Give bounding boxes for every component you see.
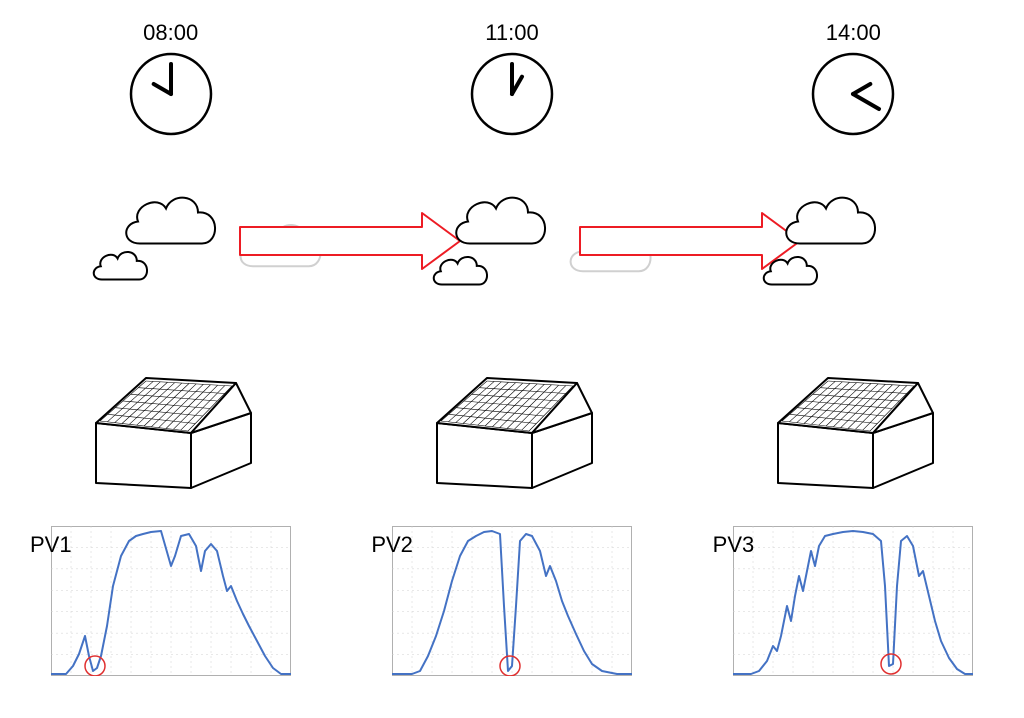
cloud-icon [786,197,875,243]
chart-label: PV1 [30,532,72,558]
house-icon [417,343,607,493]
cloud-icon [456,197,545,243]
clock-cell-0: 08:00 [20,20,321,161]
cloud-icon [94,251,147,279]
house-icon [758,343,948,493]
house-cell-1 [361,343,662,516]
cloud-icon [126,197,215,243]
house-cell-2 [703,343,1004,516]
cloud-icon [434,256,487,284]
pv-chart-2: PV3 [703,526,1004,699]
time-label: 08:00 [20,20,321,46]
house-cell-0 [20,343,321,516]
clock-cell-1: 11:00 [361,20,662,161]
time-label: 11:00 [361,20,662,46]
house-icon [76,343,266,493]
chart-label: PV2 [371,532,413,558]
clock-cell-2: 14:00 [703,20,1004,161]
chart-label: PV3 [713,532,755,558]
clock-icon [468,50,556,138]
clock-icon [127,50,215,138]
time-label: 14:00 [703,20,1004,46]
cloud-row [20,171,1004,311]
pv-chart-0: PV1 [20,526,321,699]
pv-chart-1: PV2 [361,526,662,699]
clock-icon [809,50,897,138]
